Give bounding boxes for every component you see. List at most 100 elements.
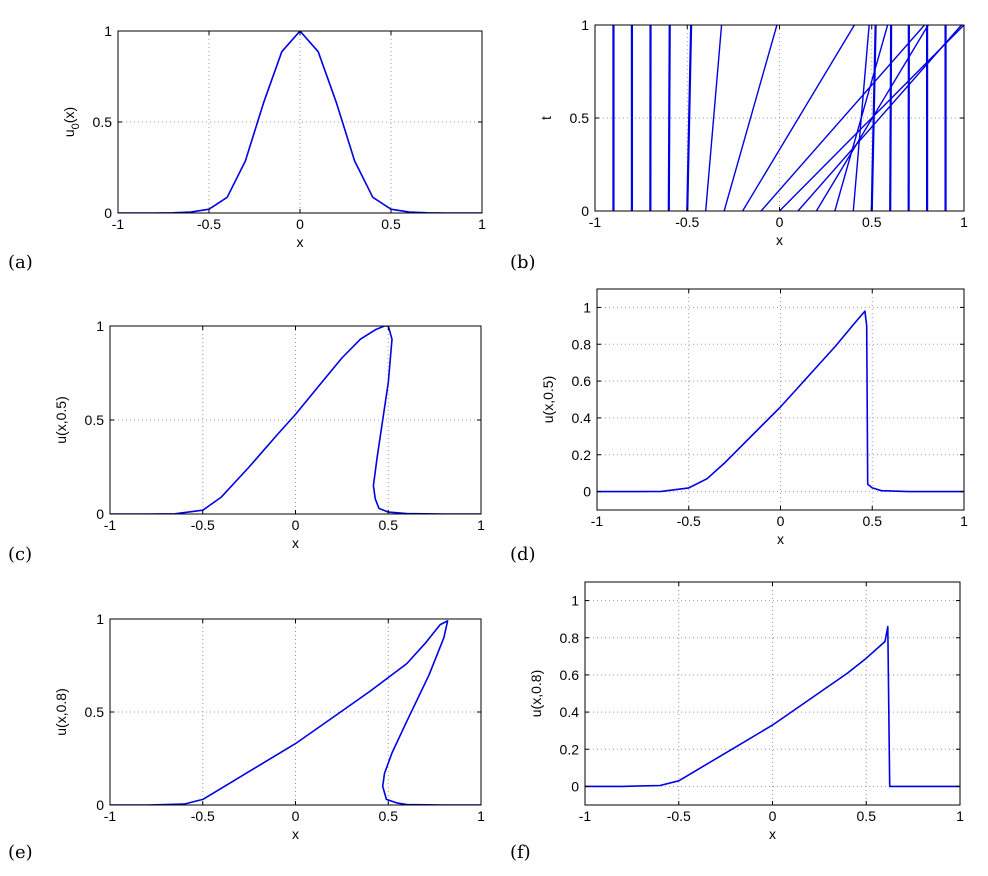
x-tick-label: -0.5 [191,517,215,533]
chart-panel-6: -1 -0.5 0 0.5 1 0 0.2 0.4 0.6 0.8 1 x u(x,0.8) (f) [510,581,964,863]
y-tick-label: 0.5 [85,412,105,428]
x-axis-label: x [769,826,776,842]
x-tick-label: -1 [104,808,117,824]
x-tick-label: 0 [296,216,304,232]
x-tick-label: 1 [956,808,964,824]
characteristic-line [723,25,778,211]
series-line [118,31,482,213]
x-tick-label: 1 [477,808,485,824]
series-line [597,310,964,493]
characteristic-line [742,25,856,211]
x-tick-label: 0 [777,513,785,529]
chart-panel-2: -1 -0.5 0 0.5 1 0 0.5 1 x t (b) [510,17,968,273]
characteristic-line [667,25,671,211]
x-axis-label: x [776,232,783,248]
plot-area [110,326,481,514]
x-tick-label: 0.5 [381,216,401,232]
x-tick-label: 1 [478,216,486,232]
plot-area [612,25,964,211]
panel-label: (c) [8,544,32,565]
x-tick-label: 0.5 [379,808,399,824]
series-line [110,326,481,514]
characteristic-line [870,25,877,211]
y-tick-label: 0 [571,778,579,794]
axes-box [584,581,961,806]
characteristic-line [797,25,962,211]
x-tick-label: 0 [776,214,784,230]
y-tick-label: 1 [96,318,104,334]
x-tick-label: -0.5 [191,808,215,824]
chart-panel-5: -1 -0.5 0 0.5 1 0 0.5 1 x u(x,0.8) (e) [8,611,485,863]
y-tick-label: 0 [583,484,591,500]
x-axis-label: x [297,234,304,250]
y-axis-label: u(x,0.5) [540,376,556,423]
characteristic-line [889,25,893,211]
y-tick-label: 0 [581,203,589,219]
characteristic-line [760,25,926,211]
axes-box [596,288,965,511]
x-tick-label: 0.5 [379,517,399,533]
y-tick-label: 0.5 [570,110,590,126]
y-tick-label: 0.5 [85,704,105,720]
plot-area [597,310,964,493]
y-tick-label: 0.5 [93,114,113,130]
y-axis-label: t [538,116,554,120]
x-tick-label: 0 [769,808,777,824]
x-tick-label: -1 [104,517,117,533]
y-axis-label: u(x,0.8) [53,688,69,735]
characteristic-line [705,25,723,211]
panel-label: (f) [510,842,531,863]
x-tick-label: -0.5 [197,216,221,232]
x-tick-label: 0.5 [863,513,883,529]
y-tick-label: 0.2 [572,447,592,463]
x-axis-label: x [292,826,299,842]
x-tick-label: -1 [112,216,125,232]
x-axis-label: x [777,531,784,547]
plot-area [110,620,481,805]
y-tick-label: 1 [104,23,112,39]
x-tick-label: 0 [292,808,300,824]
x-tick-label: -1 [589,214,602,230]
panel-label: (d) [510,544,536,565]
y-tick-label: 0.6 [560,667,580,683]
x-tick-label: 1 [960,214,968,230]
y-tick-label: 0 [96,797,104,813]
x-axis-label: x [292,535,299,551]
x-tick-label: 1 [477,517,485,533]
x-tick-label: 0 [292,517,300,533]
series-line [110,620,481,805]
x-tick-label: -0.5 [667,808,691,824]
panel-label: (b) [510,252,536,273]
chart-panel-1: -1 -0.5 0 0.5 1 0 0.5 1 x u0(x) (a) [8,23,486,273]
characteristic-line [852,25,870,211]
chart-panel-4: -1 -0.5 0 0.5 1 0 0.2 0.4 0.6 0.8 1 x u(x,0.5) (d) [510,288,968,565]
y-tick-label: 1 [96,611,104,627]
characteristic-line [686,25,693,211]
y-tick-label: 1 [583,299,591,315]
y-axis-label: u(x,0.8) [528,670,544,717]
y-tick-label: 1 [581,17,589,33]
x-tick-label: -1 [579,808,592,824]
y-tick-label: 0.4 [560,704,580,720]
y-tick-label: 0 [104,205,112,221]
y-tick-label: 0.8 [572,336,592,352]
axes-box [117,30,483,214]
x-tick-label: 0.5 [862,214,882,230]
x-tick-label: -0.5 [675,214,699,230]
y-axis-label: u(x,0.5) [53,396,69,443]
plot-area [118,31,482,213]
x-tick-label: 1 [960,513,968,529]
y-axis-label: u0(x) [61,107,82,137]
x-tick-label: -0.5 [677,513,701,529]
panel-label: (a) [8,252,33,273]
y-tick-label: 0.4 [572,410,592,426]
panel-label: (e) [8,842,33,863]
x-tick-label: -1 [591,513,604,529]
chart-panel-3: -1 -0.5 0 0.5 1 0 0.5 1 x u(x,0.5) (c) [8,318,485,565]
y-tick-label: 1 [571,593,579,609]
y-tick-label: 0 [96,506,104,522]
y-tick-label: 0.2 [560,741,580,757]
plot-area [585,625,960,788]
y-tick-label: 0.8 [560,630,580,646]
